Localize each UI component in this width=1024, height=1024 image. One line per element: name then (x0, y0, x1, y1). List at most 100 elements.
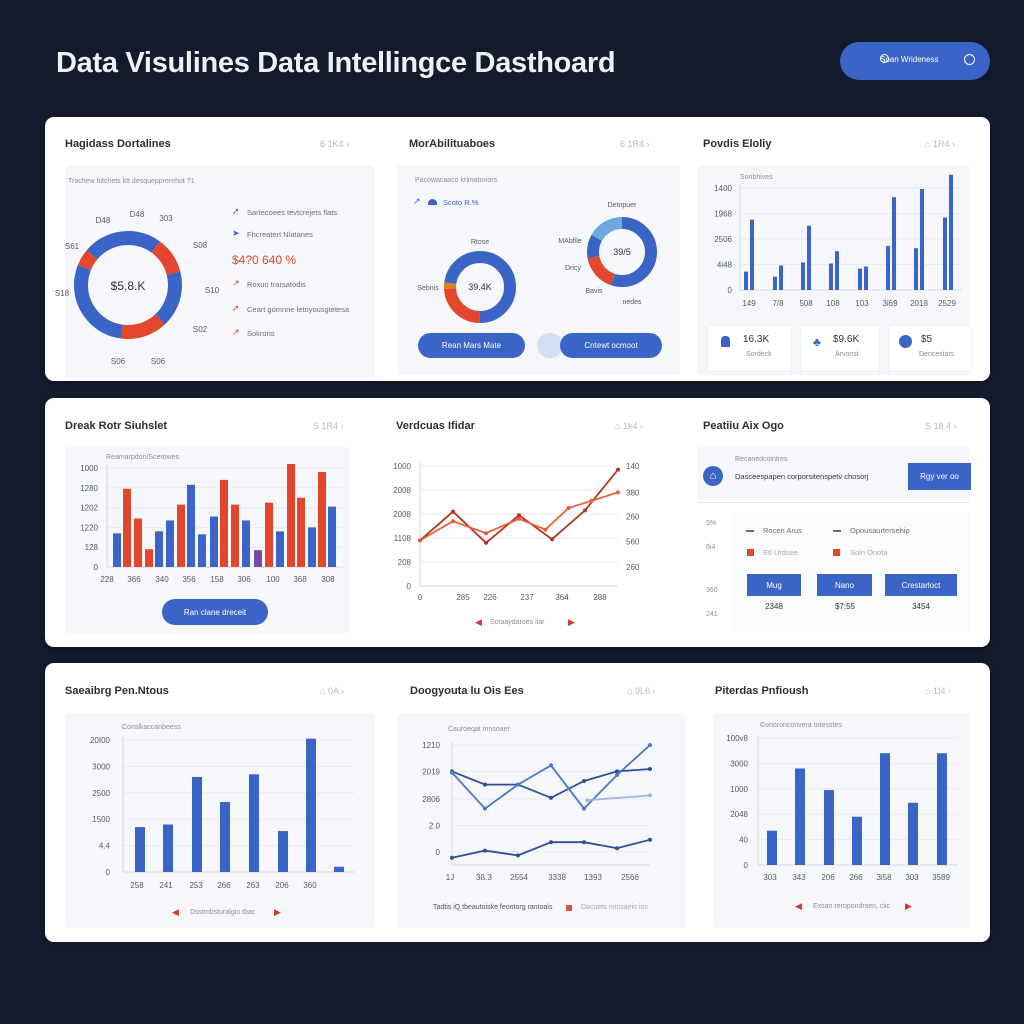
bar (852, 816, 862, 865)
bar (795, 768, 805, 865)
y-tick-label: 0 (94, 563, 99, 572)
donut-segment (74, 231, 182, 339)
x-tick-label: 3338 (548, 873, 566, 882)
axis-label: 360 (706, 587, 718, 594)
legend-line-marker (833, 530, 841, 532)
data-point (517, 513, 521, 518)
bar-chart: 100v8 3000 1000 2048 40 0 303 343 206 266 3i58 303 3… (726, 734, 958, 882)
axis-label: 5% (706, 520, 717, 527)
data-point (451, 519, 455, 524)
chevron-right-icon[interactable]: › (646, 139, 650, 149)
action-button-left[interactable]: Rean Mars Mate (418, 333, 525, 358)
card-body (65, 165, 375, 378)
card-menu[interactable]: ⌂ 9L6 › (627, 686, 656, 696)
x-tick-label: 364 (555, 593, 569, 602)
donut-chart (74, 231, 182, 339)
line-chart: 1210 2019 2806 2.0 0 1J 3ß.3 2554 3338 1393 2566 (422, 741, 652, 882)
y-tick-label: 3000 (730, 759, 748, 768)
chevron-right-icon[interactable]: › (346, 139, 350, 149)
bar (113, 533, 121, 567)
search-input[interactable]: Soan Wrideness (880, 55, 939, 64)
y-tick-label: 100v8 (726, 734, 748, 743)
card-menu[interactable]: S 1R4 › (313, 421, 344, 431)
chevron-left-icon[interactable]: ◀ (172, 907, 179, 917)
card-title: Povdis Eloliy (703, 138, 772, 150)
y-tick-label: 208 (398, 558, 412, 567)
legend-square-marker (566, 905, 572, 911)
action-button-right[interactable]: Cntewt ocmoot (560, 333, 662, 358)
y-tick-label: 0 (106, 868, 111, 877)
bar (829, 263, 833, 290)
chevron-right-icon[interactable]: › (340, 421, 344, 431)
x-tick-label: 149 (742, 299, 756, 308)
chevron-right-icon[interactable]: ▶ (568, 617, 575, 627)
y-tick-label: 1968 (714, 210, 732, 219)
bar (858, 268, 862, 290)
donut-chart-1 (444, 251, 516, 323)
x-tick-label: 508 (799, 299, 813, 308)
toggle-knob[interactable] (537, 333, 563, 358)
bar (278, 831, 288, 872)
ring-label: S18 (54, 289, 70, 298)
x-tick-label: 206 (821, 873, 835, 882)
stat-label: Dencestats (919, 351, 955, 358)
x-tick-label: 100 (266, 575, 280, 584)
chevron-left-icon[interactable]: ◀ (795, 901, 802, 911)
bar (864, 266, 868, 290)
ring-label: S10 (204, 286, 220, 295)
bar (750, 219, 754, 290)
data-point (582, 806, 586, 811)
bar (824, 790, 834, 865)
card-menu[interactable]: ⌂ 0A › (320, 686, 344, 696)
chevron-right-icon[interactable]: › (951, 139, 955, 149)
home-icon: ⌂ (320, 686, 326, 696)
card-meta: S 1R4 (313, 421, 339, 431)
metric-button[interactable]: Crestarloct (885, 574, 957, 596)
banner-button[interactable]: Rgy ver oo (908, 463, 971, 490)
users-icon: ♣ (813, 335, 821, 349)
x-tick-label: 306 (237, 575, 251, 584)
search-icon[interactable] (964, 54, 975, 65)
grouped-bar-chart: 1400 1968 2506 4i48 0 149 7/8 508 108 103 3i69 2018… (714, 174, 962, 308)
metric-button[interactable]: Nano (817, 574, 872, 596)
y2-tick-label: 560 (626, 538, 640, 547)
chevron-left-icon[interactable]: ◀ (475, 617, 482, 627)
chevron-right-icon[interactable]: › (639, 421, 643, 431)
divider (697, 502, 970, 503)
chevron-right-icon[interactable]: › (947, 686, 951, 696)
search-bar[interactable]: Soan Wrideness (840, 42, 990, 80)
x-tick-label: 366 (127, 575, 141, 584)
arrow-icon: ↗ (232, 327, 240, 337)
chevron-right-icon[interactable]: › (340, 686, 344, 696)
card-menu[interactable]: ⌂ 1R4 › (925, 139, 955, 149)
card-menu[interactable]: 6 1R4 › (620, 139, 650, 149)
data-point (549, 840, 553, 845)
bar (163, 824, 173, 872)
action-button[interactable]: Ran clane dreceit (162, 599, 268, 625)
x-tick-label: 2566 (621, 873, 639, 882)
x-tick-label: 263 (246, 881, 260, 890)
stat-card: 16.3K Sordeck (707, 325, 792, 372)
data-point (450, 770, 454, 775)
metric-button[interactable]: Mug (747, 574, 801, 596)
chevron-right-icon[interactable]: › (953, 421, 957, 431)
series-line (419, 491, 619, 542)
card-menu[interactable]: ⌂ 1k4 › (615, 421, 643, 431)
y-tick-label: 128 (85, 543, 99, 552)
card-menu[interactable]: ⌂ 1I4 › (925, 686, 951, 696)
y-tick-label: 20I00 (90, 736, 111, 745)
x-tick-label: 158 (210, 575, 224, 584)
donut-label: MAbfile (558, 238, 582, 245)
y-tick-label: 2806 (422, 795, 440, 804)
data-point (616, 490, 620, 495)
y2-tick-label: 140 (626, 462, 640, 471)
x-tick-label: 303 (905, 873, 919, 882)
card-menu[interactable]: 6 1K4 › (320, 139, 349, 149)
chevron-right-icon[interactable]: ▶ (274, 907, 281, 917)
chevron-right-icon[interactable]: ▶ (905, 901, 912, 911)
data-point (583, 508, 587, 513)
chevron-right-icon[interactable]: › (652, 686, 656, 696)
x-tick-label: 108 (826, 299, 840, 308)
card-menu[interactable]: S 18.4 › (925, 421, 957, 431)
y2-tick-label: 260 (626, 512, 640, 521)
